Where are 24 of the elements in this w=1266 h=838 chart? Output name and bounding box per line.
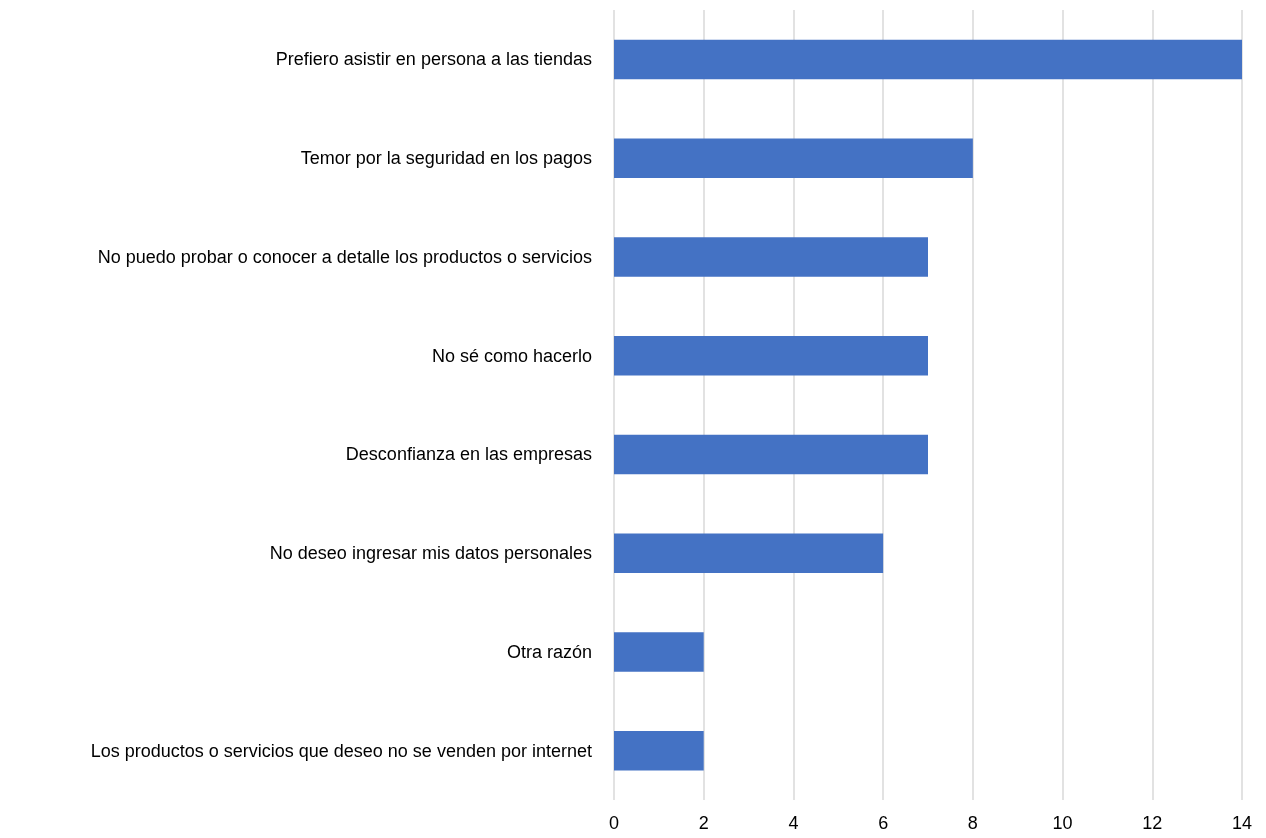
bar (614, 533, 884, 573)
y-tick-label: No deseo ingresar mis datos personales (269, 543, 592, 564)
bar (614, 434, 928, 475)
y-tick-label: Los productos o servicios que deseo no se venden por internet (90, 740, 592, 761)
bar (614, 335, 928, 376)
bar (614, 730, 704, 771)
bar (614, 138, 973, 178)
y-tick-label: Prefiero asistir en persona a las tiendas (275, 49, 592, 70)
bar (614, 237, 928, 277)
y-tick-label: Desconfianza en las empresas (345, 444, 592, 465)
x-tick-label: 12 (1142, 813, 1163, 833)
y-tick-label: No sé como hacerlo (431, 345, 592, 366)
bar (614, 632, 704, 672)
y-tick-label: No puedo probar o conocer a detalle los productos o servicios (97, 246, 592, 267)
x-tick-label: 6 (878, 813, 889, 833)
y-tick-label: Otra razón (506, 641, 592, 662)
x-tick-label: 0 (608, 813, 620, 833)
x-tick-label: 8 (967, 813, 978, 833)
x-tick-label: 4 (788, 813, 799, 833)
x-tick-label: 14 (1231, 813, 1253, 833)
x-tick-label: 10 (1052, 813, 1073, 833)
y-tick-label: Temor por la seguridad en los pagos (300, 148, 592, 169)
x-tick-label: 2 (698, 813, 709, 833)
bar (614, 39, 1242, 80)
